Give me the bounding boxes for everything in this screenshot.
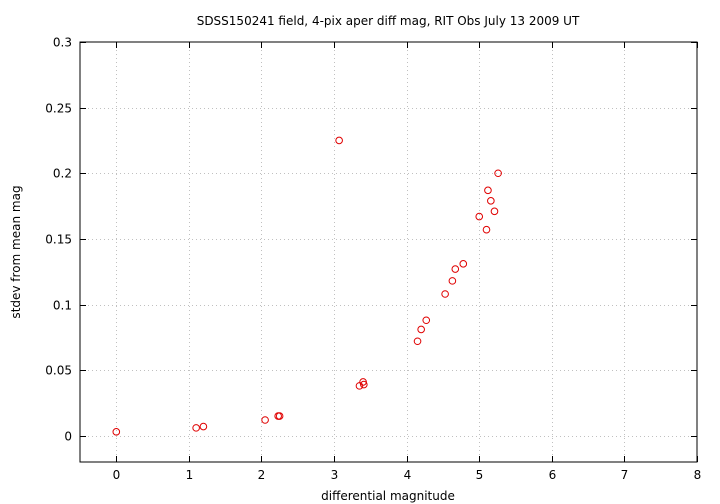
y-tick-label: 0	[64, 430, 72, 444]
data-point	[413, 337, 422, 346]
plot-frame	[79, 41, 698, 463]
data-point	[261, 416, 269, 424]
data-point	[484, 186, 492, 195]
data-point	[475, 212, 484, 221]
y-tick-label: 0.2	[53, 167, 72, 181]
x-tick-label: 5	[476, 468, 484, 482]
data-point	[422, 316, 431, 325]
y-tick-label: 0.15	[45, 233, 72, 247]
x-tick-label: 0	[113, 468, 121, 482]
data-point	[487, 197, 495, 205]
x-tick-label: 2	[258, 468, 266, 482]
axis-ticks: 0 1 2 3 4 5 6 7 8 0 0.05 0.1 0.15 0.2 0.25 0.3	[45, 36, 701, 483]
data-point	[459, 260, 468, 268]
data-point	[112, 428, 121, 436]
data-point	[192, 424, 200, 432]
data-point	[199, 422, 208, 431]
y-tick-label: 0.1	[53, 299, 72, 313]
data-point	[360, 380, 368, 389]
y-tick-label: 0.3	[53, 36, 72, 50]
y-axis-label: stdev from mean mag	[9, 185, 23, 318]
data-point	[417, 325, 425, 334]
x-tick-label: 7	[621, 468, 629, 482]
data-point	[482, 225, 491, 234]
x-tick-label: 6	[549, 468, 557, 482]
data-point	[448, 277, 457, 285]
x-tick-label: 3	[331, 468, 339, 482]
x-axis-label: differential magnitude	[321, 489, 455, 503]
data-point	[335, 136, 343, 145]
data-point	[451, 265, 460, 273]
data-point	[355, 382, 364, 390]
data-points	[112, 136, 502, 436]
grid-lines	[80, 42, 697, 462]
y-tick-label: 0.25	[45, 102, 72, 116]
x-tick-label: 8	[694, 468, 702, 482]
data-point	[441, 290, 449, 298]
y-tick-label: 0.05	[45, 364, 72, 378]
x-tick-label: 1	[186, 468, 194, 482]
x-tick-label: 4	[404, 468, 412, 482]
data-point	[494, 169, 502, 178]
chart-title: SDSS150241 field, 4-pix aper diff mag, R…	[197, 14, 580, 28]
data-point	[275, 412, 284, 420]
data-point	[490, 207, 499, 216]
